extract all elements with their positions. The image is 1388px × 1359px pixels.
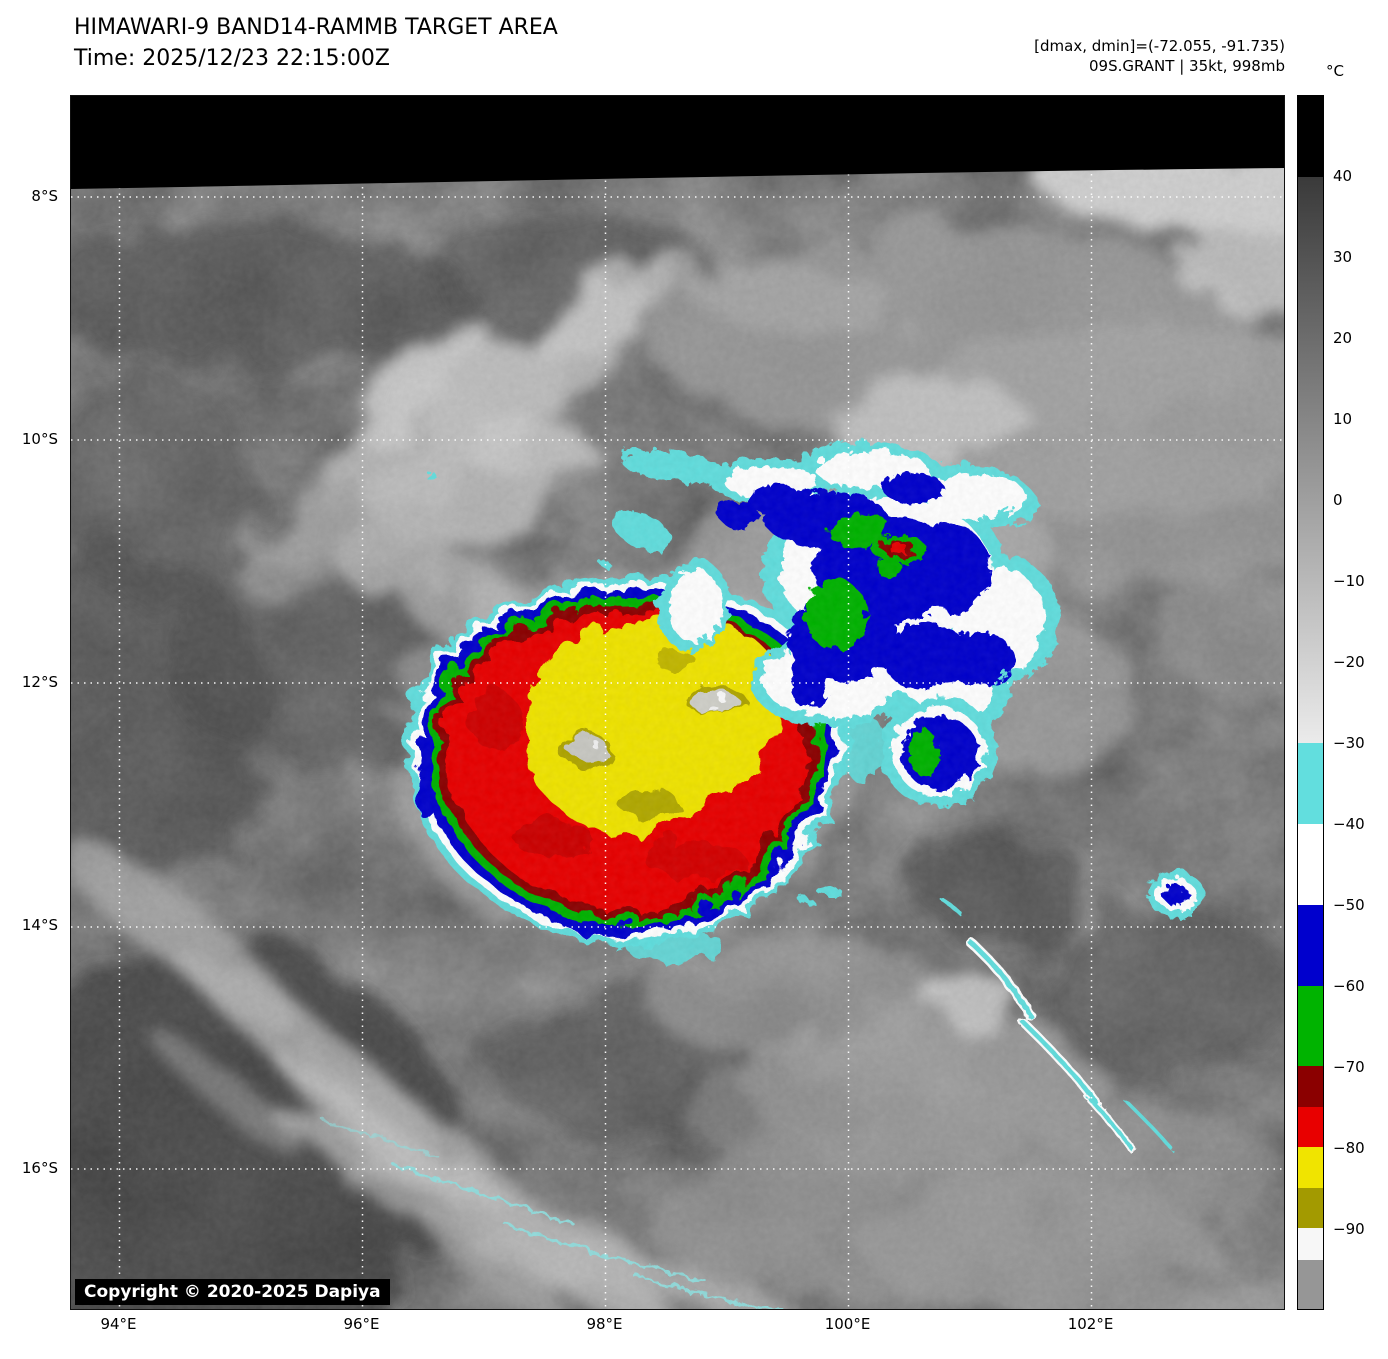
satellite-image [71,96,1284,1309]
header-left: HIMAWARI-9 BAND14-RAMMB TARGET AREA Time… [74,12,558,74]
colorbar-segment [1298,985,1323,1067]
colorbar-tick-label: −90 [1333,1220,1365,1238]
lat-axis: 8°S 10°S 12°S 14°S 16°S [0,95,62,1310]
time-label: Time: 2025/12/23 22:15:00Z [74,46,390,71]
colorbar-tick-label: 10 [1333,410,1353,428]
header-right: [dmax, dmin]=(-72.055, -91.735) 09S.GRAN… [1034,36,1285,76]
colorbar [1297,95,1324,1310]
colorbar-segment [1298,1228,1323,1261]
colorbar-segment [1298,742,1323,824]
no-data-wedge [71,96,1284,189]
graticule [71,96,1284,1309]
colorbar-tick-label: 30 [1333,248,1353,266]
colorbar-segment [1298,823,1323,905]
lon-tick-label: 100°E [824,1315,871,1333]
dmax-dmin-label: [dmax, dmin]=(-72.055, -91.735) [1034,37,1285,55]
lon-axis: 94°E 96°E 98°E 100°E 102°E [70,1315,1285,1337]
lon-tick-label: 98°E [586,1315,623,1333]
colorbar-body [1298,96,1323,1309]
lat-tick-label: 10°S [21,430,58,448]
colorbar-tick-label: −70 [1333,1058,1365,1076]
colorbar-tick-label: 20 [1333,329,1353,347]
colorbar-segment [1298,1066,1323,1107]
colorbar-tick-label: 40 [1333,167,1353,185]
colorbar-tick-label: −40 [1333,815,1365,833]
colorbar-ticks: 40 30 20 10 0 −10 −20 −30 −40 −50 −60 −70 −80 −90 [1333,95,1387,1310]
colorbar-segment [1298,1106,1323,1148]
colorbar-segment [1298,96,1323,177]
storm-info-label: 09S.GRANT | 35kt, 998mb [1088,57,1285,75]
colorbar-segment [1298,1187,1323,1229]
satellite-map: Copyright © 2020-2025 Dapiya [70,95,1285,1310]
colorbar-tick-label: −80 [1333,1139,1365,1157]
colorbar-tick-label: −50 [1333,896,1365,914]
colorbar-segment [1298,904,1323,986]
lat-tick-label: 8°S [31,187,58,205]
colorbar-segment [1298,176,1323,743]
colorbar-tick-label: −20 [1333,653,1365,671]
lon-tick-label: 94°E [100,1315,137,1333]
grain-dark [71,96,1284,1309]
colorbar-tick-label: 0 [1333,491,1343,509]
colorbar-segment [1298,1260,1323,1309]
lat-tick-label: 12°S [21,672,58,691]
lat-tick-label: 14°S [21,916,58,934]
colorbar-tick-label: −60 [1333,977,1365,995]
page-title: HIMAWARI-9 BAND14-RAMMB TARGET AREA [74,15,558,40]
lon-tick-label: 102°E [1067,1315,1114,1333]
colorbar-tick-label: −10 [1333,572,1365,590]
lon-tick-label: 96°E [343,1315,380,1333]
copyright-badge: Copyright © 2020-2025 Dapiya [75,1279,390,1305]
lat-tick-label: 16°S [21,1159,58,1177]
colorbar-unit-label: °C [1326,62,1344,80]
colorbar-segment [1298,1147,1323,1188]
colorbar-tick-label: −30 [1333,734,1365,752]
